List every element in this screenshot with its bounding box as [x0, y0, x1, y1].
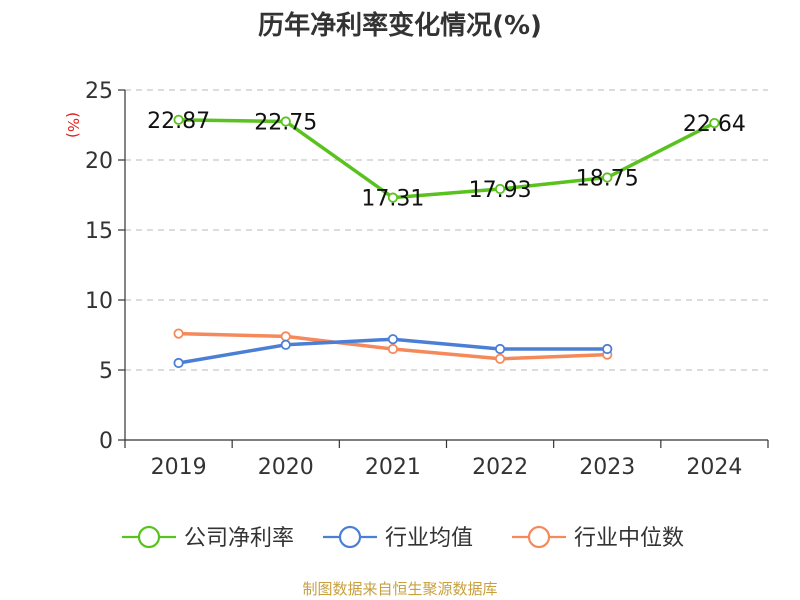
legend-marker [137, 525, 161, 549]
axes: 0 5 10 15 20 25 2019 2020 2021 2022 2023 2024 [85, 79, 769, 480]
y-axis-unit-label: (%) [64, 112, 82, 138]
y-tick-label: 0 [99, 429, 113, 454]
data-point [280, 331, 291, 342]
data-label: 22.87 [147, 109, 210, 134]
legend: 公司净利率 行业均值 行业中位数 [122, 525, 684, 551]
gridlines [125, 89, 768, 371]
data-label: 17.31 [361, 187, 424, 212]
data-label: 22.75 [254, 111, 317, 136]
data-point [280, 116, 291, 127]
legend-marker [527, 525, 551, 549]
data-label: 17.93 [469, 178, 532, 203]
source-note: 制图数据来自恒生聚源数据库 [302, 580, 497, 598]
data-point [494, 353, 506, 364]
data-point [387, 343, 399, 355]
data-point [173, 114, 184, 125]
data-point [387, 192, 399, 203]
data-labels: 22.87 22.75 17.31 17.93 18.75 22.64 [147, 109, 746, 212]
data-point [602, 343, 613, 355]
data-point [280, 339, 291, 350]
x-tick-label: 2020 [258, 455, 314, 480]
chart-title: 历年净利率变化情况(%) [258, 10, 542, 41]
series-layer [173, 114, 720, 369]
legend-label: 公司净利率 [184, 526, 294, 551]
data-point [173, 357, 184, 369]
data-label: 22.64 [683, 112, 746, 137]
x-tick-label: 2021 [365, 455, 421, 480]
y-tick-label: 20 [85, 149, 113, 174]
data-point [494, 343, 506, 355]
x-tick-label: 2024 [686, 455, 742, 480]
x-tick-label: 2022 [472, 455, 528, 480]
y-tick-label: 25 [85, 79, 113, 104]
x-tick-label: 2019 [151, 455, 207, 480]
legend-label: 行业均值 [385, 526, 473, 551]
legend-marker [338, 525, 362, 549]
legend-label: 行业中位数 [574, 526, 684, 551]
data-point [173, 328, 184, 339]
data-point [709, 117, 720, 129]
series-line [176, 118, 717, 200]
data-point [602, 172, 613, 183]
data-label: 18.75 [576, 167, 639, 192]
y-tick-label: 10 [85, 289, 113, 314]
data-point [387, 334, 399, 345]
data-point [494, 183, 506, 195]
x-tick-label: 2023 [579, 455, 635, 480]
y-tick-label: 15 [85, 219, 113, 244]
y-tick-label: 5 [99, 359, 113, 384]
